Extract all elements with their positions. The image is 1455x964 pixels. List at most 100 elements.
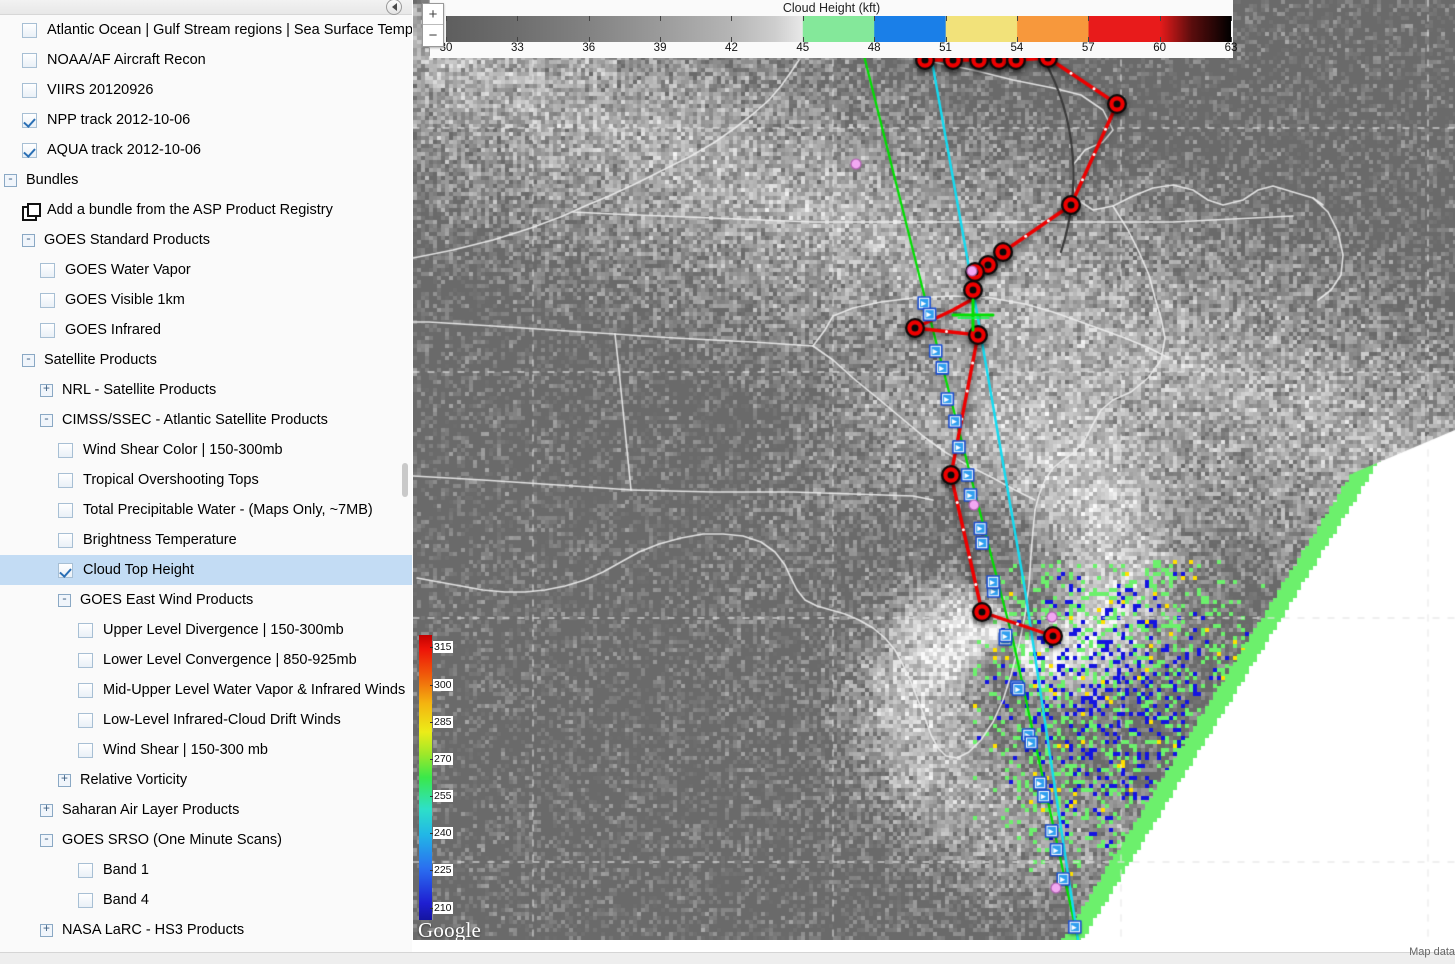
- map-viewport[interactable]: + − Cloud Height (kft) 30 33 36 39 42 45 48 51 5…: [413, 0, 1455, 940]
- tree-item-lower-level-convergence[interactable]: Lower Level Convergence | 850-925mb: [0, 645, 412, 675]
- tree-item-nasa-larc-hs3-products[interactable]: NASA LaRC - HS3 Products: [0, 915, 412, 945]
- colorbar-tick: [1088, 16, 1090, 21]
- checkbox-cloud-top-height[interactable]: [58, 562, 73, 578]
- tree-item-band-4[interactable]: Band 4: [0, 885, 412, 915]
- checkbox-atlantic-ocean-sst[interactable]: [22, 22, 37, 38]
- brightness-temperature-colorbar: 315 300 285 270 255 240 225 210: [419, 635, 473, 920]
- product-tree-sidebar: Atlantic Ocean | Gulf Stream regions | S…: [0, 0, 412, 964]
- collapse-icon-goes-standard-products[interactable]: [22, 233, 35, 247]
- collapse-arrow-glyph: [391, 3, 397, 11]
- tree-item-label: AQUA track 2012-10-06: [47, 142, 201, 158]
- collapse-icon-goes-srso-one-minute-scans[interactable]: [40, 833, 53, 847]
- colorbar-tick: [1231, 16, 1232, 21]
- tree-item-label: Upper Level Divergence | 150-300mb: [103, 622, 344, 638]
- checkbox-total-precipitable-water[interactable]: [58, 502, 73, 518]
- tree-item-upper-level-divergence[interactable]: Upper Level Divergence | 150-300mb: [0, 615, 412, 645]
- tree-item-goes-infrared[interactable]: GOES Infrared: [0, 315, 412, 345]
- collapse-icon-bundles[interactable]: [4, 173, 17, 187]
- tree-item-atlantic-ocean-sst[interactable]: Atlantic Ocean | Gulf Stream regions | S…: [0, 15, 412, 45]
- cloud-height-colorbar: Cloud Height (kft) 30 33 36 39 42 45 48 51 54 57 6…: [430, 0, 1237, 58]
- colorbar-tick: [1016, 37, 1018, 42]
- tree-item-mid-upper-level-wv-ir-winds[interactable]: Mid-Upper Level Water Vapor & Infrared W…: [0, 675, 412, 705]
- tree-item-total-precipitable-water[interactable]: Total Precipitable Water - (Maps Only, ~…: [0, 495, 412, 525]
- colorbar-tick-label: 45: [796, 42, 810, 54]
- checkbox-band-4[interactable]: [78, 892, 93, 908]
- tree-item-label: NOAA/AF Aircraft Recon: [47, 52, 206, 68]
- checkbox-goes-water-vapor[interactable]: [40, 262, 55, 278]
- sidebar-scrollbar-thumb[interactable]: [402, 463, 408, 497]
- zoom-in-button[interactable]: +: [423, 4, 443, 25]
- tree-item-label: VIIRS 20120926: [47, 82, 154, 98]
- tree-item-label: Brightness Temperature: [83, 532, 237, 548]
- collapse-icon-cimss-ssec-atlantic[interactable]: [40, 413, 53, 427]
- sidebar-scrollbar-track[interactable]: [401, 15, 409, 964]
- expand-icon-saharan-air-layer-products[interactable]: [40, 803, 53, 817]
- colorbar-tick-label: 39: [653, 42, 667, 54]
- tree-item-brightness-temperature[interactable]: Brightness Temperature: [0, 525, 412, 555]
- colorbar-tick-label: 48: [867, 42, 881, 54]
- tree-item-label: Low-Level Infrared-Cloud Drift Winds: [103, 712, 341, 728]
- tree-item-label: Total Precipitable Water - (Maps Only, ~…: [83, 502, 373, 518]
- checkbox-npp-track[interactable]: [22, 112, 37, 128]
- expand-icon-nasa-larc-hs3-products[interactable]: [40, 923, 53, 937]
- map-zoom-controls[interactable]: + −: [422, 3, 444, 47]
- tree-item-cimss-ssec-atlantic[interactable]: CIMSS/SSEC - Atlantic Satellite Products: [0, 405, 412, 435]
- tree-item-noaa-af-aircraft-recon[interactable]: NOAA/AF Aircraft Recon: [0, 45, 412, 75]
- add-bundle-icon[interactable]: [22, 202, 41, 221]
- tree-item-low-level-ir-cloud-drift-winds[interactable]: Low-Level Infrared-Cloud Drift Winds: [0, 705, 412, 735]
- tree-item-wind-shear-color-150-300mb[interactable]: Wind Shear Color | 150-300mb: [0, 435, 412, 465]
- checkbox-wind-shear-color-150-300mb[interactable]: [58, 442, 73, 458]
- tree-item-label: GOES Visible 1km: [65, 292, 185, 308]
- collapse-icon-satellite-products[interactable]: [22, 353, 35, 367]
- tree-item-label: Saharan Air Layer Products: [62, 802, 240, 818]
- tree-item-tropical-overshooting-tops[interactable]: Tropical Overshooting Tops: [0, 465, 412, 495]
- product-tree: Atlantic Ocean | Gulf Stream regions | S…: [0, 15, 412, 964]
- vertical-colorbar-tick-label: 270: [433, 752, 453, 765]
- vertical-colorbar-tick: [430, 796, 434, 798]
- checkbox-wind-shear-150-300mb[interactable]: [78, 742, 93, 758]
- checkbox-mid-upper-level-wv-ir-winds[interactable]: [78, 682, 93, 698]
- tree-item-viirs-20120926[interactable]: VIIRS 20120926: [0, 75, 412, 105]
- tree-item-goes-east-wind-products[interactable]: GOES East Wind Products: [0, 585, 412, 615]
- colorbar-tick-label: 33: [510, 42, 524, 54]
- tree-item-cloud-top-height[interactable]: Cloud Top Height: [0, 555, 412, 585]
- expand-icon-relative-vorticity[interactable]: [58, 773, 71, 787]
- checkbox-lower-level-convergence[interactable]: [78, 652, 93, 668]
- checkbox-noaa-af-aircraft-recon[interactable]: [22, 52, 37, 68]
- tree-item-saharan-air-layer-products[interactable]: Saharan Air Layer Products: [0, 795, 412, 825]
- tree-item-band-1[interactable]: Band 1: [0, 855, 412, 885]
- checkbox-goes-infrared[interactable]: [40, 322, 55, 338]
- colorbar-tick: [660, 37, 662, 42]
- tree-item-bundles[interactable]: Bundles: [0, 165, 412, 195]
- tree-item-label: Mid-Upper Level Water Vapor & Infrared W…: [103, 682, 406, 698]
- tree-item-aqua-track[interactable]: AQUA track 2012-10-06: [0, 135, 412, 165]
- checkbox-aqua-track[interactable]: [22, 142, 37, 158]
- tree-item-label: Tropical Overshooting Tops: [83, 472, 259, 488]
- tree-item-label: GOES SRSO (One Minute Scans): [62, 832, 282, 848]
- checkbox-upper-level-divergence[interactable]: [78, 622, 93, 638]
- checkbox-brightness-temperature[interactable]: [58, 532, 73, 548]
- vertical-colorbar-tick: [430, 833, 434, 835]
- checkbox-low-level-ir-cloud-drift-winds[interactable]: [78, 712, 93, 728]
- tree-item-add-bundle[interactable]: Add a bundle from the ASP Product Regist…: [0, 195, 412, 225]
- tree-item-goes-visible-1km[interactable]: GOES Visible 1km: [0, 285, 412, 315]
- colorbar-tick-label: 36: [582, 42, 596, 54]
- tree-item-nrl-satellite-products[interactable]: NRL - Satellite Products: [0, 375, 412, 405]
- zoom-out-button[interactable]: −: [428, 27, 438, 44]
- tree-item-goes-water-vapor[interactable]: GOES Water Vapor: [0, 255, 412, 285]
- tree-item-label: Atlantic Ocean | Gulf Stream regions | S…: [47, 22, 412, 38]
- tree-item-satellite-products[interactable]: Satellite Products: [0, 345, 412, 375]
- checkbox-goes-visible-1km[interactable]: [40, 292, 55, 308]
- colorbar-tick: [446, 16, 447, 21]
- checkbox-band-1[interactable]: [78, 862, 93, 878]
- tree-item-goes-standard-products[interactable]: GOES Standard Products: [0, 225, 412, 255]
- tree-item-wind-shear-150-300mb[interactable]: Wind Shear | 150-300 mb: [0, 735, 412, 765]
- tree-item-goes-srso-one-minute-scans[interactable]: GOES SRSO (One Minute Scans): [0, 825, 412, 855]
- collapse-left-arrow-icon[interactable]: [386, 0, 402, 15]
- tree-item-relative-vorticity[interactable]: Relative Vorticity: [0, 765, 412, 795]
- collapse-icon-goes-east-wind-products[interactable]: [58, 593, 71, 607]
- checkbox-tropical-overshooting-tops[interactable]: [58, 472, 73, 488]
- expand-icon-nrl-satellite-products[interactable]: [40, 383, 53, 397]
- tree-item-npp-track[interactable]: NPP track 2012-10-06: [0, 105, 412, 135]
- checkbox-viirs-20120926[interactable]: [22, 82, 37, 98]
